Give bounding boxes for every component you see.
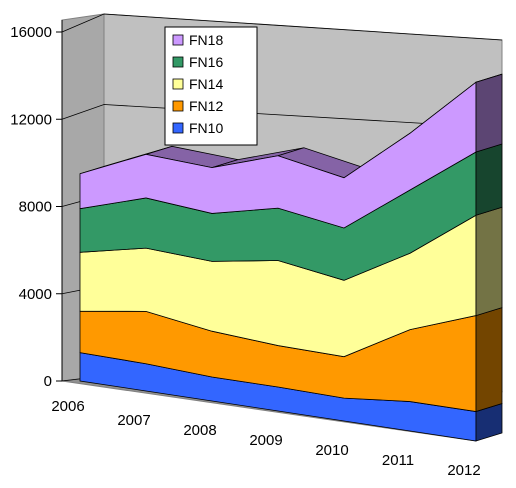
y-tick-label: 8000	[19, 199, 52, 216]
area-side-fn12	[475, 307, 503, 413]
legend-swatch-fn16	[172, 56, 184, 68]
legend-label-fn14: FN14	[189, 76, 223, 92]
legend-label-fn10: FN10	[189, 120, 223, 136]
legend-swatch-fn14	[172, 78, 184, 90]
y-tick-label: 0	[44, 373, 52, 390]
x-tick-label: 2007	[117, 412, 150, 429]
y-tick-label: 4000	[19, 286, 52, 303]
y-tick-label: 16000	[10, 24, 52, 41]
x-tick-label: 2012	[447, 462, 480, 479]
area-side-fn16	[475, 143, 503, 216]
legend-swatch-fn12	[172, 100, 184, 112]
gridline	[61, 13, 503, 41]
area-series	[79, 73, 503, 442]
x-tick-label: 2009	[249, 432, 282, 449]
legend-label-fn18: FN18	[189, 32, 223, 48]
legend-label-fn16: FN16	[189, 54, 223, 70]
legend-swatch-fn10	[172, 122, 184, 134]
x-tick-label: 2010	[315, 442, 348, 459]
x-tick-label: 2011	[382, 452, 414, 469]
y-axis-tick-labels: 0 4000 8000 12000 16000	[10, 24, 52, 390]
y-tick-label: 12000	[10, 111, 52, 128]
legend-swatch-fn18	[172, 34, 184, 46]
area-side-fn14	[475, 206, 503, 317]
x-axis-tick-labels: 2006 2007 2008 2009 2010 2011 2012	[51, 398, 480, 479]
area-side-fn18	[475, 73, 503, 153]
gridline	[61, 104, 503, 129]
legend-label-fn12: FN12	[189, 98, 223, 114]
x-tick-label: 2006	[51, 398, 84, 415]
x-tick-label: 2008	[183, 422, 216, 439]
legend: FN18 FN16 FN14 FN12 FN10	[164, 26, 258, 146]
